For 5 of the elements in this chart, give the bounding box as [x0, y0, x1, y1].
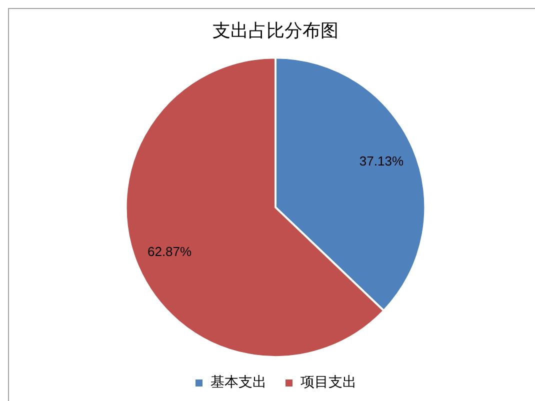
legend-label: 项目支出	[300, 374, 356, 391]
data-label: 37.13%	[359, 154, 404, 169]
chart-title: 支出占比分布图	[212, 20, 338, 42]
data-label: 62.87%	[147, 244, 192, 260]
legend-label: 基本支出	[210, 374, 266, 391]
